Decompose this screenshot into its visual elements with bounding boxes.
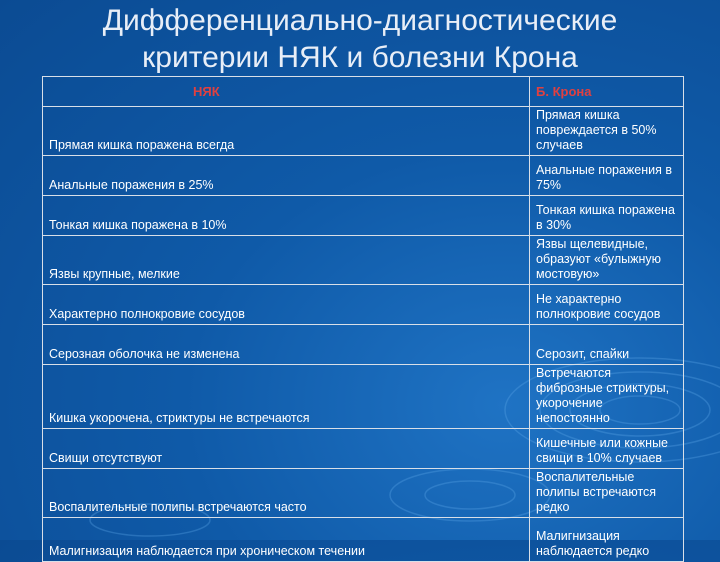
cell-uc: Язвы крупные, мелкие — [42, 235, 530, 285]
header-uc: НЯК — [42, 76, 530, 107]
cell-crohn: Анальные поражения в 75% — [529, 155, 684, 196]
table-row: Анальные поражения в 25% Анальные пораже… — [42, 155, 684, 196]
header-crohn: Б. Крона — [529, 76, 684, 107]
table-header-row: НЯК Б. Крона — [42, 76, 684, 107]
cell-uc: Воспалительные полипы встречаются часто — [42, 468, 530, 518]
table-row: Свищи отсутствуют Кишечные или кожные св… — [42, 428, 684, 469]
cell-crohn: Серозит, спайки — [529, 324, 684, 365]
cell-crohn: Язвы щелевидные, образуют «булыжную мост… — [529, 235, 684, 285]
table-row: Кишка укорочена, стриктуры не встречаютс… — [42, 364, 684, 429]
slide-title-line-2: критерии НЯК и болезни Крона — [142, 41, 578, 74]
cell-uc: Характерно полнокровие сосудов — [42, 284, 530, 325]
table-row: Серозная оболочка не изменена Серозит, с… — [42, 324, 684, 365]
slide-title: Дифференциально-диагностические критерии… — [0, 2, 720, 76]
table-row: Прямая кишка поражена всегда Прямая кишк… — [42, 106, 684, 156]
slide-title-line-1: Дифференциально-диагностические — [102, 4, 618, 37]
table-row: Характерно полнокровие сосудов Не характ… — [42, 284, 684, 325]
table-row: Язвы крупные, мелкие Язвы щелевидные, об… — [42, 235, 684, 285]
cell-uc: Анальные поражения в 25% — [42, 155, 530, 196]
table-row: Тонкая кишка поражена в 10% Тонкая кишка… — [42, 195, 684, 236]
cell-uc: Тонкая кишка поражена в 10% — [42, 195, 530, 236]
cell-uc: Прямая кишка поражена всегда — [42, 106, 530, 156]
table-row: Воспалительные полипы встречаются часто … — [42, 468, 684, 518]
cell-crohn: Кишечные или кожные свищи в 10% случаев — [529, 428, 684, 469]
criteria-table: НЯК Б. Крона Прямая кишка поражена всегд… — [42, 76, 684, 562]
cell-crohn: Тонкая кишка поражена в 30% — [529, 195, 684, 236]
cell-uc: Серозная оболочка не изменена — [42, 324, 530, 365]
cell-uc: Свищи отсутствуют — [42, 428, 530, 469]
cell-uc: Кишка укорочена, стриктуры не встречаютс… — [42, 364, 530, 429]
cell-crohn: Воспалительные полипы встречаются редко — [529, 468, 684, 518]
cell-crohn: Встречаются фиброзные стриктуры, укороче… — [529, 364, 684, 429]
cell-crohn: Не характерно полнокровие сосудов — [529, 284, 684, 325]
cell-crohn: Прямая кишка повреждается в 50% случаев — [529, 106, 684, 156]
